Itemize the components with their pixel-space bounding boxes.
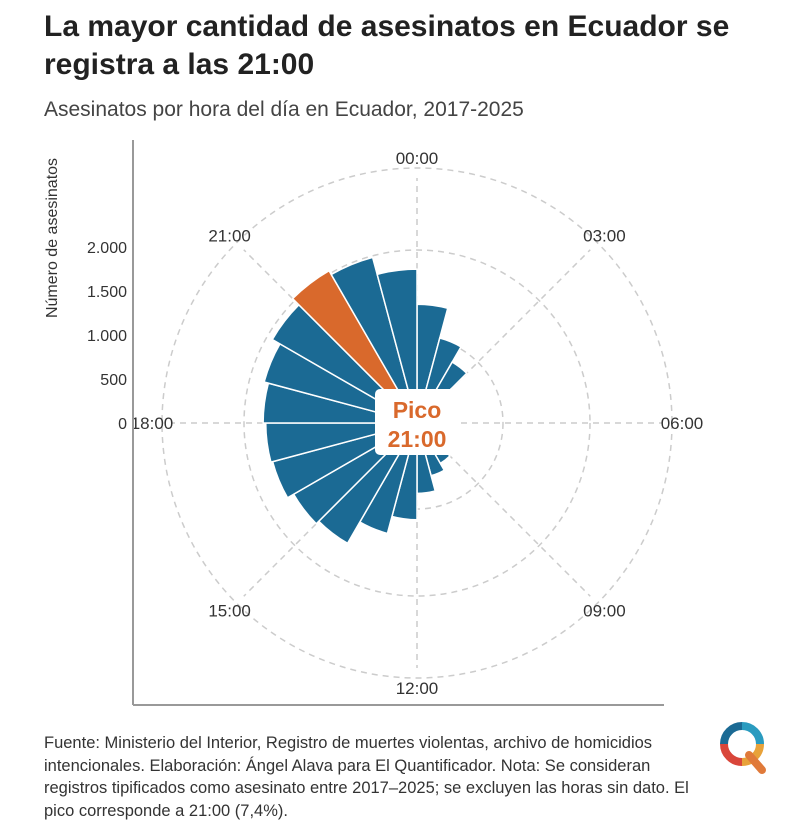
angle-label: 15:00 bbox=[208, 601, 251, 620]
chart-title: La mayor cantidad de asesinatos en Ecuad… bbox=[44, 10, 730, 81]
bars bbox=[262, 256, 468, 545]
angle-label: 12:00 bbox=[396, 679, 439, 698]
chart-subtitle: Asesinatos por hora del día en Ecuador, … bbox=[44, 98, 524, 121]
grid-ring bbox=[161, 167, 673, 679]
angle-label: 18:00 bbox=[131, 414, 174, 433]
peak-annotation: Pico 21:00 bbox=[375, 389, 459, 455]
peak-annotation-line1: Pico bbox=[393, 397, 442, 423]
y-axis-label: Número de asesinatos bbox=[44, 158, 61, 318]
polar-chart: 00:00 03:00 06:00 09:00 12:00 15:00 18:00 21:00… bbox=[44, 140, 704, 706]
quantificador-logo-icon bbox=[720, 722, 766, 774]
peak-annotation-box bbox=[375, 389, 459, 455]
grid-spoke bbox=[416, 422, 591, 597]
y-tick-label: 2.000 bbox=[87, 240, 127, 257]
source-note: Fuente: Ministerio del Interior, Registr… bbox=[44, 734, 689, 820]
grid-spoke bbox=[416, 249, 591, 424]
radial-axis: Número de asesinatos 0 500 1.000 1.500 2.000 bbox=[44, 140, 664, 706]
bar-hour-2300 bbox=[376, 268, 418, 424]
y-tick-label: 1.000 bbox=[87, 328, 127, 345]
y-tick-label: 0 bbox=[118, 416, 127, 433]
angle-label: 21:00 bbox=[208, 227, 251, 246]
grid-ring bbox=[243, 249, 591, 597]
angle-label: 09:00 bbox=[583, 601, 626, 620]
angle-label: 00:00 bbox=[396, 149, 439, 168]
peak-annotation-line2: 21:00 bbox=[388, 426, 447, 452]
bar-hour-2200 bbox=[330, 256, 418, 424]
y-tick-label: 1.500 bbox=[87, 284, 127, 301]
angle-label: 06:00 bbox=[661, 414, 704, 433]
y-tick-label: 500 bbox=[100, 372, 127, 389]
angle-label: 03:00 bbox=[583, 227, 626, 246]
bar-peak-2100 bbox=[291, 269, 418, 424]
